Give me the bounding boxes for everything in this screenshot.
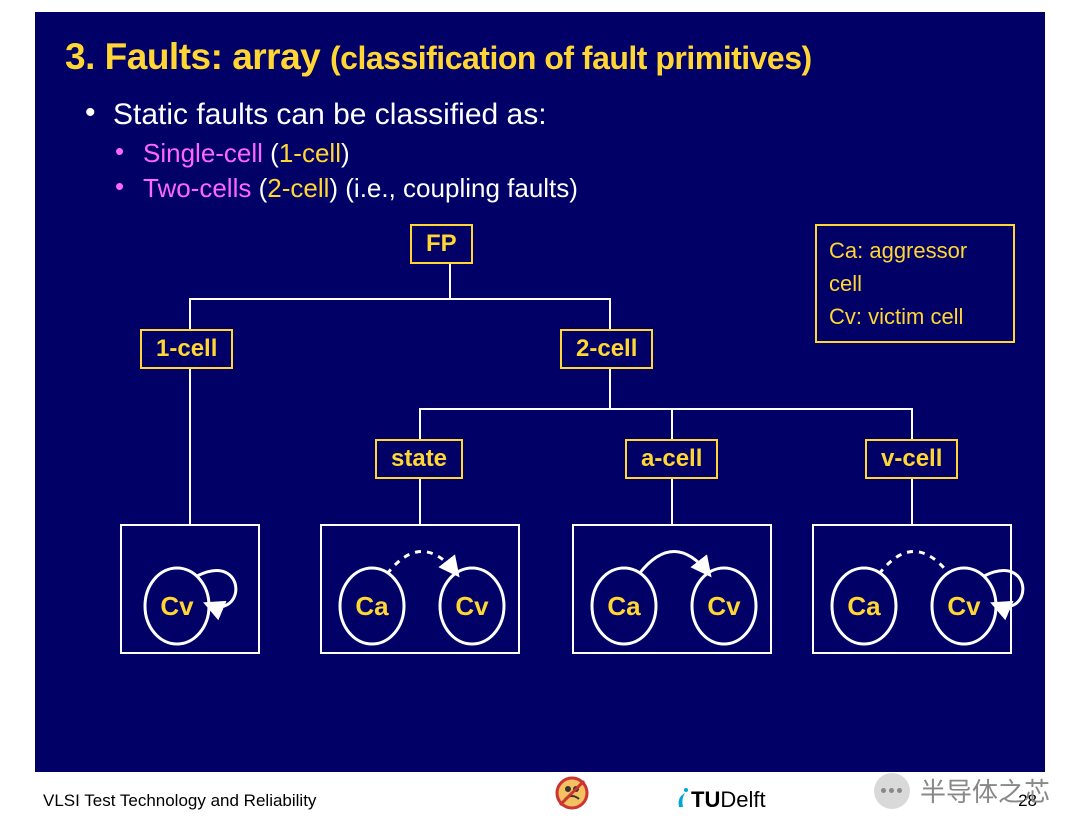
leaf-box-2: Ca Cv	[572, 524, 772, 654]
svg-text:Cv: Cv	[160, 591, 194, 621]
svg-text:Cv: Cv	[947, 591, 981, 621]
bullet-l2-two-cells: Two-cells (2-cell) (i.e., coupling fault…	[115, 173, 1015, 204]
legend-line: Cv: victim cell	[829, 300, 1001, 333]
legend-line: Ca: aggressor cell	[829, 234, 1001, 300]
tree-node-c2: 2-cell	[560, 329, 653, 369]
title-sub: (classification of fault primitives)	[330, 40, 812, 76]
bullet-l2-single-cell: Single-cell (1-cell)	[115, 138, 1015, 169]
legend-box: Ca: aggressor cellCv: victim cell	[815, 224, 1015, 343]
title-main: 3. Faults: array	[65, 36, 330, 77]
watermark-text: 半导体之芯	[920, 772, 1050, 809]
leaf-box-3: Ca Cv	[812, 524, 1012, 654]
svg-text:Ca: Ca	[355, 591, 389, 621]
footer-logo-icon	[555, 776, 589, 815]
bullet-l1: Static faults can be classified as:	[85, 98, 1015, 132]
tree-node-c1: 1-cell	[140, 329, 233, 369]
svg-text:Ca: Ca	[847, 591, 881, 621]
slide: 3. Faults: array (classification of faul…	[35, 12, 1045, 772]
text: (	[263, 138, 279, 168]
tree-node-vcell: v-cell	[865, 439, 958, 479]
text: ) (i.e., coupling faults)	[329, 173, 578, 203]
text-yellow: 1-cell	[279, 138, 341, 168]
svg-text:Cv: Cv	[707, 591, 741, 621]
tree-node-state: state	[375, 439, 463, 479]
leaf-box-1: Ca Cv	[320, 524, 520, 654]
logo-bold: TU	[691, 787, 720, 812]
tree-node-acell: a-cell	[625, 439, 718, 479]
bullet-list: Static faults can be classified as: Sing…	[65, 98, 1015, 204]
tree-node-fp: FP	[410, 224, 473, 264]
text: )	[341, 138, 350, 168]
footer-left-text: VLSI Test Technology and Reliability	[43, 791, 316, 811]
text: (	[251, 173, 267, 203]
slide-title: 3. Faults: array (classification of faul…	[65, 36, 1015, 78]
svg-text:Cv: Cv	[455, 591, 489, 621]
watermark: 半导体之芯	[874, 772, 1050, 809]
leaf-box-0: Cv	[120, 524, 260, 654]
footer-tudelft-logo: TUDelft	[675, 787, 766, 813]
text-yellow: 2-cell	[267, 173, 329, 203]
text-magenta: Single-cell	[143, 138, 263, 168]
logo-light: Delft	[720, 787, 765, 812]
watermark-icon	[874, 773, 910, 809]
svg-text:Ca: Ca	[607, 591, 641, 621]
tree-diagram: FP 1-cell 2-cell state a-cell v-cell Ca: aggre…	[65, 224, 1015, 684]
text-magenta: Two-cells	[143, 173, 251, 203]
